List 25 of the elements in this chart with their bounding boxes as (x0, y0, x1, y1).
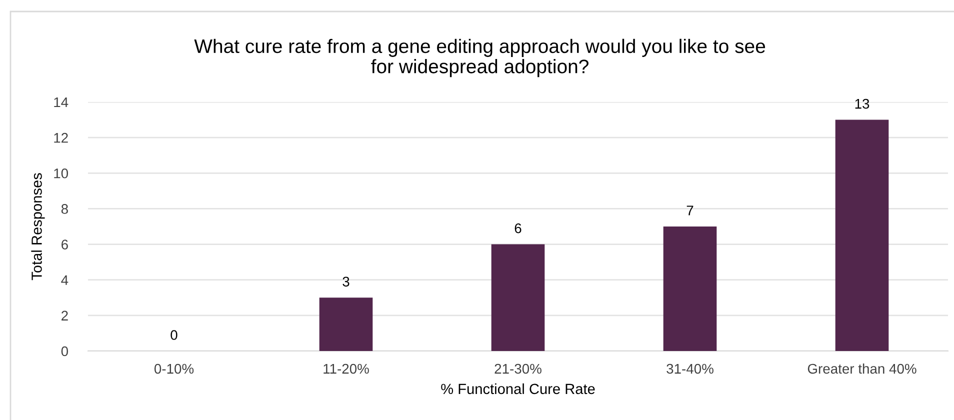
x-tick-label: 21-30% (494, 364, 542, 374)
y-tick-label: 12 (54, 132, 68, 143)
data-label: 7 (686, 206, 694, 216)
y-tick-label: 2 (62, 310, 68, 320)
data-label: 3 (342, 276, 350, 287)
y-tick-label: 4 (61, 275, 68, 285)
chart-title: What cure rate from a gene editing approach would you like to see for widespread adoption? (194, 38, 766, 78)
y-tick-label: 0 (61, 346, 68, 356)
y-axis-title: Total Responses (31, 173, 45, 280)
y-tick-label: 10 (54, 168, 68, 178)
y-tick-label: 14 (54, 97, 68, 108)
data-label: 6 (514, 223, 522, 234)
data-label: 13 (855, 98, 870, 109)
bar (319, 298, 373, 351)
bar (663, 226, 717, 351)
x-tick-label: Greater than 40% (808, 364, 916, 374)
y-tick-label: 8 (61, 204, 68, 214)
x-axis-title: % Functional Cure Rate (441, 383, 595, 394)
y-tick-label: 6 (62, 240, 68, 250)
data-label: 0 (170, 330, 178, 340)
bar (835, 120, 889, 351)
x-tick-label: 31-40% (666, 364, 714, 374)
x-tick-label: 11-20% (324, 364, 369, 374)
x-tick-label: 0-10% (154, 364, 194, 374)
bar (491, 244, 545, 351)
